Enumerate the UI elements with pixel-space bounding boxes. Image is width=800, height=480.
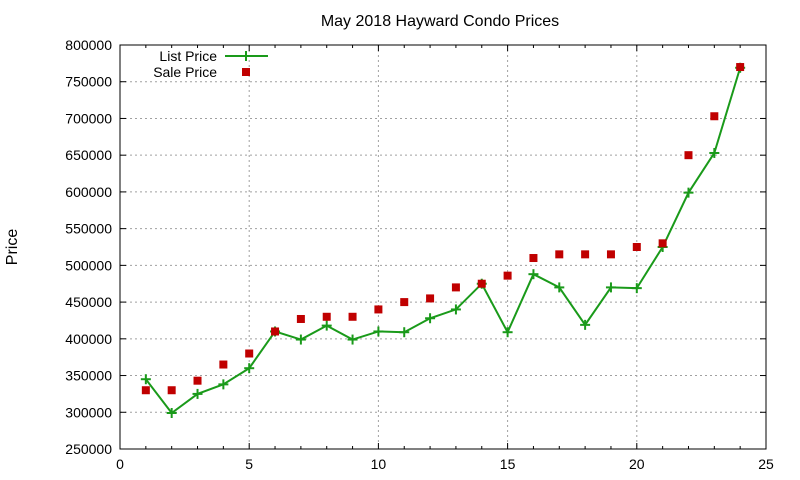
y-axis-title: Price [4, 229, 21, 266]
y-tick-label: 400000 [65, 331, 112, 347]
list-price-point [502, 327, 513, 338]
sale-price-point [271, 327, 280, 336]
list-price-point [554, 282, 565, 293]
list-price-point [218, 379, 229, 390]
sale-price-point [503, 271, 512, 280]
sale-price-point [529, 254, 538, 263]
y-tick-label: 250000 [65, 441, 112, 457]
sale-price-point [374, 305, 383, 314]
y-tick-label: 800000 [65, 37, 112, 53]
list-price-point [192, 388, 203, 399]
x-tick-label: 25 [758, 456, 774, 472]
sale-price-point [400, 298, 409, 307]
list-price-point [373, 326, 384, 337]
y-tick-label: 750000 [65, 74, 112, 90]
y-tick-label: 300000 [65, 404, 112, 420]
sale-price-point [632, 243, 641, 251]
sale-price-point [606, 250, 615, 259]
y-tick-label: 550000 [65, 221, 112, 237]
legend-label: Sale Price [153, 64, 217, 80]
sale-price-point [658, 239, 667, 248]
y-tick-label: 650000 [65, 147, 112, 163]
list-price-point [244, 363, 255, 374]
series-line-list-price [145, 67, 742, 415]
sale-price-point [141, 386, 150, 395]
list-price-point [450, 304, 461, 315]
list-price-point [166, 408, 177, 419]
list-price-point [605, 282, 616, 293]
x-tick-label: 15 [500, 456, 516, 472]
list-price-point [580, 319, 591, 330]
sale-price-point [296, 314, 305, 323]
x-tick-label: 0 [116, 456, 124, 472]
x-tick-label: 20 [629, 456, 645, 472]
sale-price-point [555, 250, 564, 259]
sale-price-point [736, 63, 745, 72]
plot-frame [119, 44, 767, 450]
sale-price-point [451, 283, 460, 292]
list-price-point [709, 147, 720, 158]
sale-price-point [581, 250, 590, 259]
list-price-point [425, 313, 436, 324]
sale-price-point [477, 279, 486, 288]
list-price-point [140, 374, 151, 385]
sale-price-point [348, 312, 357, 321]
sale-price-point [322, 312, 331, 321]
y-tick-label: 700000 [65, 110, 112, 126]
sale-price-point [167, 386, 176, 395]
y-tick-label: 600000 [65, 184, 112, 200]
sale-price-point [245, 349, 254, 358]
sale-price-point [684, 151, 693, 160]
y-tick-label: 350000 [65, 368, 112, 384]
list-price-point [347, 334, 358, 345]
x-tick-label: 5 [245, 456, 253, 472]
legend-plus-swatch [241, 51, 251, 61]
legend-square-swatch [242, 68, 250, 76]
sale-price-point [219, 360, 228, 369]
axis-ticks: 0 5 10 15 20 25 250000 300000 350000 400000 450000… [65, 37, 774, 472]
list-price-point [631, 283, 642, 294]
chart-title: May 2018 Hayward Condo Prices [321, 13, 559, 30]
y-tick-label: 450000 [65, 294, 112, 310]
sale-price-point [193, 376, 202, 385]
grid [120, 45, 766, 449]
sale-price-point [710, 112, 719, 121]
sale-price-point [426, 294, 435, 303]
legend-label: List Price [159, 48, 217, 64]
list-price-point [683, 187, 694, 198]
plot-area [140, 62, 746, 419]
list-price-point [528, 269, 539, 280]
list-price-point [295, 334, 306, 345]
y-tick-label: 500000 [65, 257, 112, 273]
x-tick-label: 10 [371, 456, 387, 472]
list-price-point [399, 327, 410, 338]
list-price-point [321, 320, 332, 331]
